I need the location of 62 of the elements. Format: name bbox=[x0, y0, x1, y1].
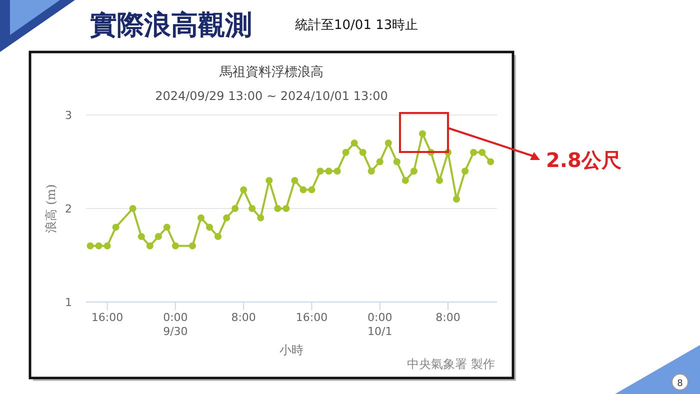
point bbox=[436, 176, 444, 184]
point bbox=[410, 168, 418, 175]
point bbox=[172, 242, 179, 250]
point bbox=[206, 224, 214, 231]
point bbox=[223, 214, 230, 222]
point bbox=[291, 176, 298, 184]
point bbox=[266, 176, 273, 184]
point bbox=[470, 148, 478, 156]
point bbox=[487, 158, 494, 166]
x-tick-label: 16:00 bbox=[91, 311, 124, 324]
point bbox=[104, 242, 111, 250]
point bbox=[453, 196, 460, 203]
chart-title: 馬祖資料浮標浪高 bbox=[218, 64, 324, 80]
point bbox=[316, 168, 324, 175]
text: 2.8公尺 bbox=[546, 148, 622, 172]
y-tick-label: 1 bbox=[65, 296, 72, 309]
point bbox=[359, 148, 366, 156]
x-tick-label: 16:00 bbox=[296, 311, 328, 324]
point bbox=[368, 168, 375, 175]
point bbox=[95, 242, 102, 250]
y-tick-label: 2 bbox=[65, 202, 72, 216]
chart-subtitle: 2024/09/29 13:00 ~ 2024/10/01 13:00 bbox=[155, 89, 388, 103]
point bbox=[478, 148, 486, 156]
point bbox=[342, 148, 350, 156]
x-tick-label: 8:00 bbox=[231, 311, 256, 324]
point bbox=[325, 168, 332, 175]
point bbox=[418, 130, 426, 138]
point bbox=[138, 233, 145, 240]
point bbox=[129, 205, 136, 212]
x-tick-label: 8:00 bbox=[436, 311, 460, 324]
point bbox=[240, 186, 248, 194]
point bbox=[334, 168, 341, 175]
y-tick-label: 3 bbox=[65, 109, 72, 122]
point bbox=[308, 186, 316, 194]
text: 中央氣象署 製作 bbox=[407, 357, 495, 371]
point bbox=[462, 168, 469, 175]
x-tick-label: 0:00 9/30 bbox=[163, 311, 188, 338]
point bbox=[154, 233, 162, 240]
point bbox=[86, 242, 94, 250]
point bbox=[300, 186, 307, 194]
point bbox=[384, 140, 392, 147]
point bbox=[188, 242, 196, 250]
point bbox=[257, 214, 264, 222]
point bbox=[282, 205, 290, 212]
point bbox=[274, 205, 282, 212]
point bbox=[350, 140, 358, 147]
point bbox=[163, 224, 170, 231]
point bbox=[232, 205, 239, 212]
x-axis-title: 小時 bbox=[280, 343, 304, 357]
point bbox=[214, 233, 222, 240]
point bbox=[197, 214, 204, 222]
point bbox=[376, 158, 384, 166]
point bbox=[402, 176, 409, 184]
x-tick-label: 0:00 10/1 bbox=[368, 311, 392, 338]
text: 統計至10/01 13時止 bbox=[295, 18, 418, 33]
text: 8 bbox=[677, 379, 684, 389]
text: 實際浪高觀測 bbox=[90, 10, 252, 41]
point bbox=[112, 224, 120, 231]
y-axis-title: 浪高 (m) bbox=[44, 184, 58, 233]
point bbox=[393, 158, 400, 166]
point bbox=[248, 205, 256, 212]
point bbox=[146, 242, 154, 250]
